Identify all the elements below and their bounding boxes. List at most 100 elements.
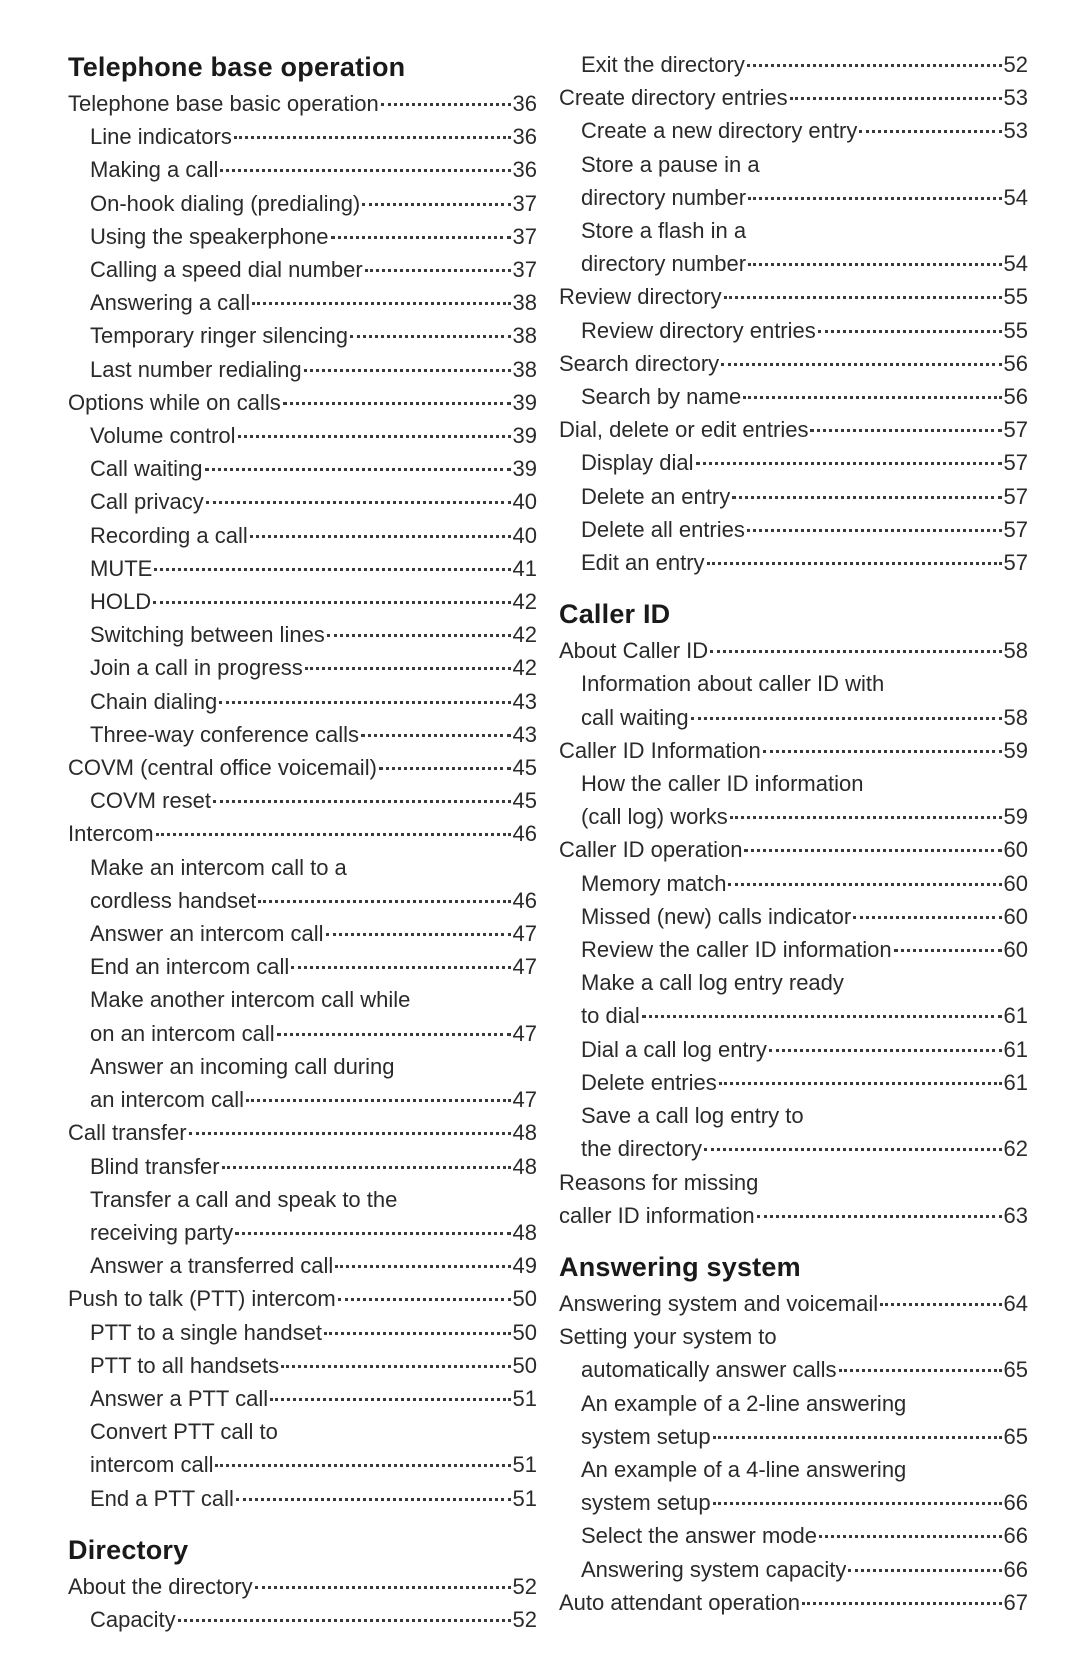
toc-page-number: 45 [513,784,537,817]
toc-page-number: 65 [1004,1420,1028,1453]
toc-page-number: 40 [513,519,537,552]
toc-page-number: 37 [513,253,537,286]
toc-dots [713,1502,1002,1505]
toc-label: Answer an intercom call [90,917,324,950]
toc-label: system setup [581,1486,711,1519]
toc-label: Volume control [90,419,236,452]
toc-page-number: 66 [1004,1553,1028,1586]
toc-column-right: Exit the directory52Create directory ent… [559,48,1028,1636]
toc-dots [246,1099,510,1102]
toc-entry: receiving party48 [68,1216,537,1249]
toc-dots [859,130,1001,133]
toc-label: Delete entries [581,1066,717,1099]
toc-dots [810,429,1001,432]
toc-entry: Call privacy40 [68,485,537,518]
toc-dots [743,396,1001,399]
toc-entry: automatically answer calls65 [559,1353,1028,1386]
toc-page-number: 45 [513,751,537,784]
toc-page-number: 60 [1004,900,1028,933]
toc-entry: About the directory52 [68,1570,537,1603]
toc-entry: COVM (central office voicemail)45 [68,751,537,784]
toc-dots [258,900,510,903]
toc-page-number: 64 [1004,1287,1028,1320]
toc-label: Edit an entry [581,546,705,579]
toc-page-number: 42 [513,618,537,651]
toc-label: Chain dialing [90,685,217,718]
toc-page-number: 58 [1004,701,1028,734]
toc-entry: End a PTT call51 [68,1482,537,1515]
toc-label: Exit the directory [581,48,745,81]
toc-label: Create directory entries [559,81,788,114]
toc-dots [178,1619,511,1622]
toc-dots [255,1586,511,1589]
toc-dots [763,750,1002,753]
toc-page-number: 55 [1004,280,1028,313]
toc-dots [730,816,1002,819]
toc-label: Answer a PTT call [90,1382,268,1415]
toc-entry: PTT to a single handset50 [68,1316,537,1349]
toc-label: (call log) works [581,800,728,833]
toc-entry: system setup66 [559,1486,1028,1519]
toc-label: Using the speakerphone [90,220,329,253]
toc-page-number: 47 [513,1017,537,1050]
toc-label: Answering system capacity [581,1553,846,1586]
toc-label: Switching between lines [90,618,325,651]
toc-dots [381,103,511,106]
toc-page-number: 38 [513,353,537,386]
toc-dots [361,734,511,737]
toc-dots [721,363,1001,366]
toc-label: Capacity [90,1603,176,1636]
toc-page-number: 57 [1004,546,1028,579]
toc-label: Dial, delete or edit entries [559,413,808,446]
toc-continuation: Transfer a call and speak to the [68,1183,537,1216]
toc-label: PTT to all handsets [90,1349,279,1382]
toc-page-number: 37 [513,220,537,253]
toc-label: End a PTT call [90,1482,234,1515]
toc-continuation: Make a call log entry ready [559,966,1028,999]
toc-dots [848,1569,1001,1572]
section-heading: Caller ID [559,599,1028,630]
toc-entry: Last number redialing38 [68,353,537,386]
toc-page-number: 56 [1004,380,1028,413]
toc-dots [281,1365,510,1368]
toc-label: Options while on calls [68,386,281,419]
toc-label: Answering system and voicemail [559,1287,878,1320]
toc-label: system setup [581,1420,711,1453]
toc-entry: Delete an entry57 [559,480,1028,513]
toc-dots [338,1298,511,1301]
toc-page-number: 52 [513,1603,537,1636]
toc-dots [732,496,1001,499]
toc-continuation: Make an intercom call to a [68,851,537,884]
toc-label: an intercom call [90,1083,244,1116]
toc-dots [362,203,510,206]
toc-dots [696,462,1002,465]
toc-dots [728,883,1001,886]
toc-label: intercom call [90,1448,213,1481]
toc-dots [748,197,1001,200]
toc-page-number: 51 [513,1448,537,1481]
toc-entry: Exit the directory52 [559,48,1028,81]
toc-dots [326,933,511,936]
toc-entry: Auto attendant operation67 [559,1586,1028,1619]
section-heading: Answering system [559,1252,1028,1283]
toc-dots [704,1148,1001,1151]
toc-dots [691,717,1002,720]
toc-label: Calling a speed dial number [90,253,363,286]
toc-page-number: 48 [513,1116,537,1149]
toc-entry: Review directory entries55 [559,314,1028,347]
toc-label: Review directory [559,280,722,313]
toc-label: Intercom [68,817,154,850]
toc-dots [724,296,1002,299]
toc-entry: End an intercom call47 [68,950,537,983]
toc-label: Delete all entries [581,513,745,546]
toc-label: on an intercom call [90,1017,275,1050]
toc-continuation: Answer an incoming call during [68,1050,537,1083]
toc-dots [153,601,510,604]
toc-dots [154,568,510,571]
toc-dots [757,1215,1002,1218]
toc-entry: Using the speakerphone 37 [68,220,537,253]
toc-continuation: Store a pause in a [559,148,1028,181]
toc-label: Blind transfer [90,1150,220,1183]
toc-dots [744,849,1001,852]
toc-entry: Create a new directory entry53 [559,114,1028,147]
